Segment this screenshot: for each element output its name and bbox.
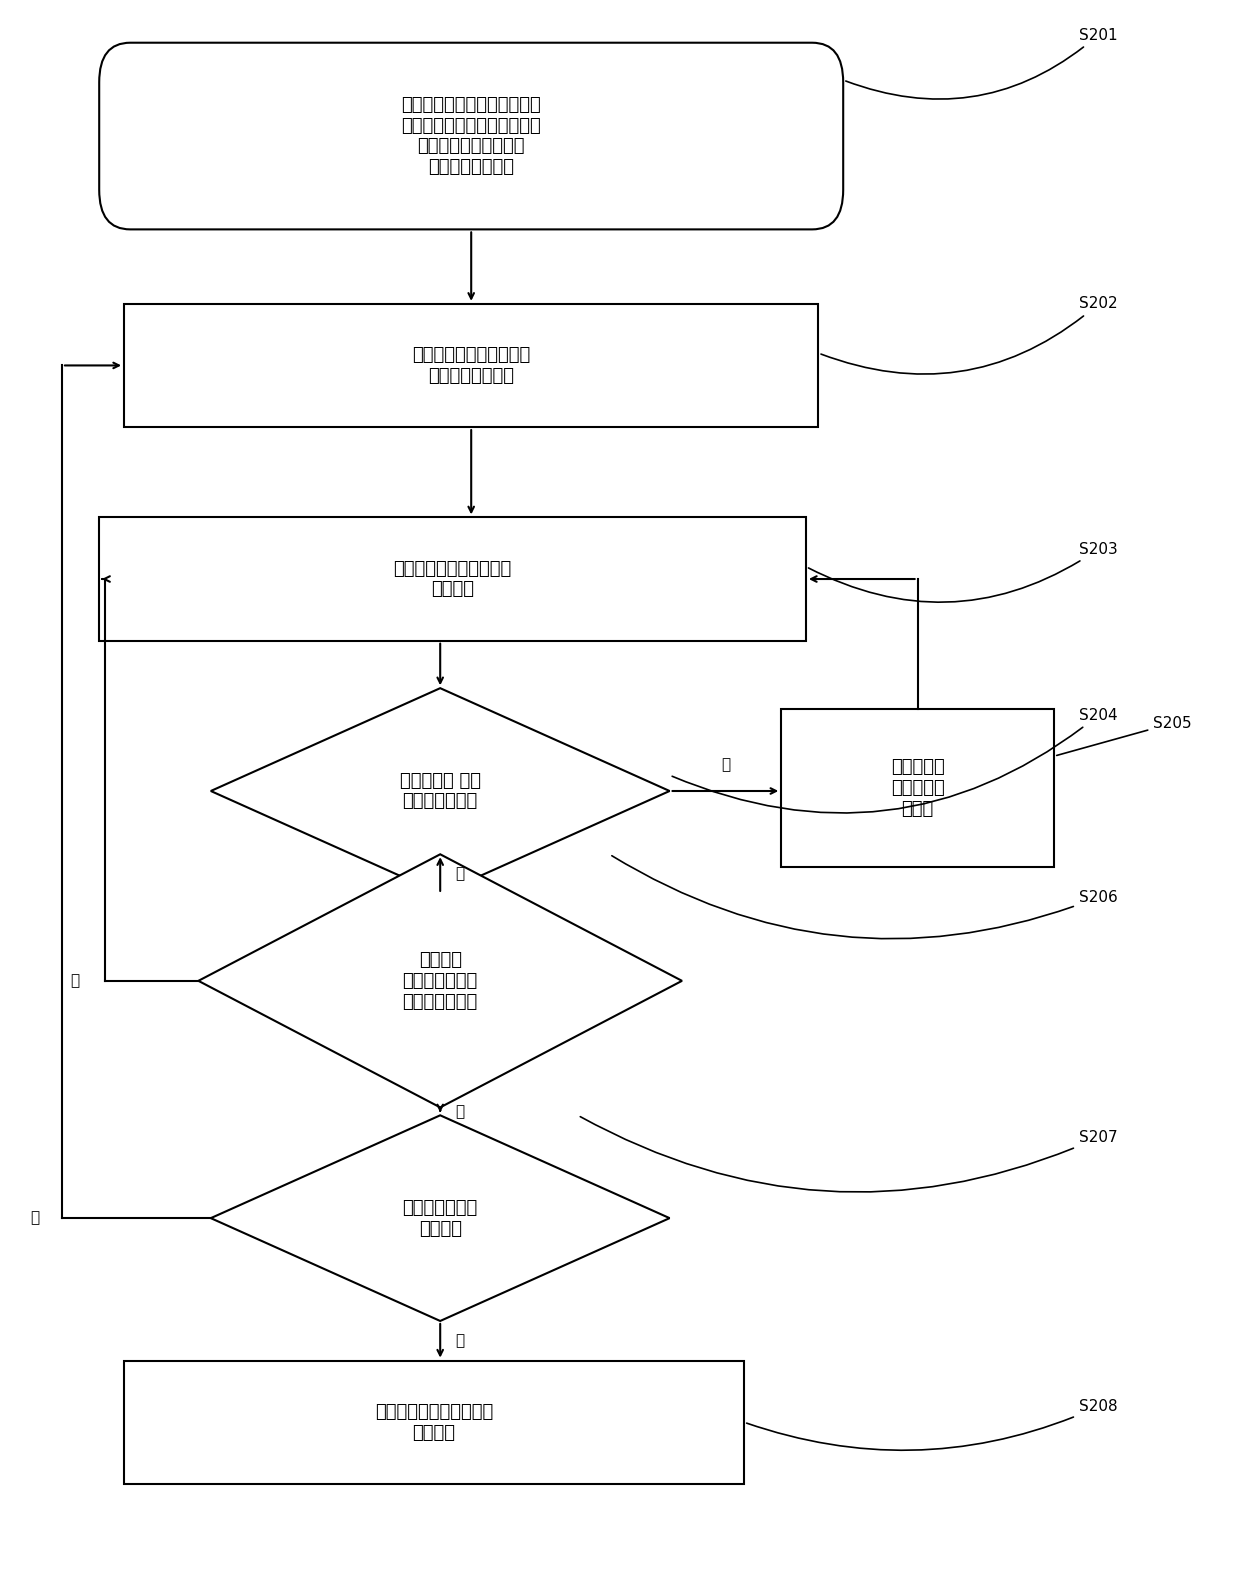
Bar [124,304,818,427]
Text: 邻接三角面
片连接入组
合面片: 邻接三角面 片连接入组 合面片 [890,758,945,818]
Text: 是: 是 [69,973,79,989]
Text: 是: 是 [720,758,730,772]
Polygon shape [211,688,670,894]
Text: S207: S207 [580,1117,1117,1191]
Text: 近似曲率＜ 分片
最大曲率阈值？: 近似曲率＜ 分片 最大曲率阈值？ [399,772,481,810]
Text: 是: 是 [30,1210,40,1226]
Text: S204: S204 [672,707,1117,813]
Polygon shape [198,854,682,1107]
Text: 存在满足
曲率阈值要求的
邻接三角面片？: 存在满足 曲率阈值要求的 邻接三角面片？ [403,951,477,1011]
Text: 未分片三角面片
集非空？: 未分片三角面片 集非空？ [403,1199,477,1237]
Bar [124,1361,744,1484]
Text: 以随机未分片三角片面为
起点构建组合面片: 以随机未分片三角片面为 起点构建组合面片 [412,346,531,384]
Text: 分析曲面三角网格模型拓扑信
息，记录所有三角面片的法向
矢量及质心坐标，设置
分片最大曲率阈值: 分析曲面三角网格模型拓扑信 息，记录所有三角面片的法向 矢量及质心坐标，设置 分… [402,97,541,176]
Text: 否: 否 [455,1334,464,1348]
Bar [781,709,1054,867]
Polygon shape [211,1115,670,1321]
Text: 否: 否 [455,867,464,881]
Text: S205: S205 [1056,715,1192,756]
Text: 输出组合面片，曲面初步
分片结束: 输出组合面片，曲面初步 分片结束 [374,1403,494,1441]
Text: 否: 否 [455,1104,464,1118]
Text: S208: S208 [746,1398,1117,1451]
FancyBboxPatch shape [99,43,843,229]
Bar [99,517,806,641]
Text: S206: S206 [611,856,1117,938]
Text: S202: S202 [821,296,1117,373]
Text: S201: S201 [846,27,1117,100]
Text: 搜索邻接三角面片并计算
近似曲率: 搜索邻接三角面片并计算 近似曲率 [393,560,512,598]
Text: S203: S203 [808,541,1117,603]
